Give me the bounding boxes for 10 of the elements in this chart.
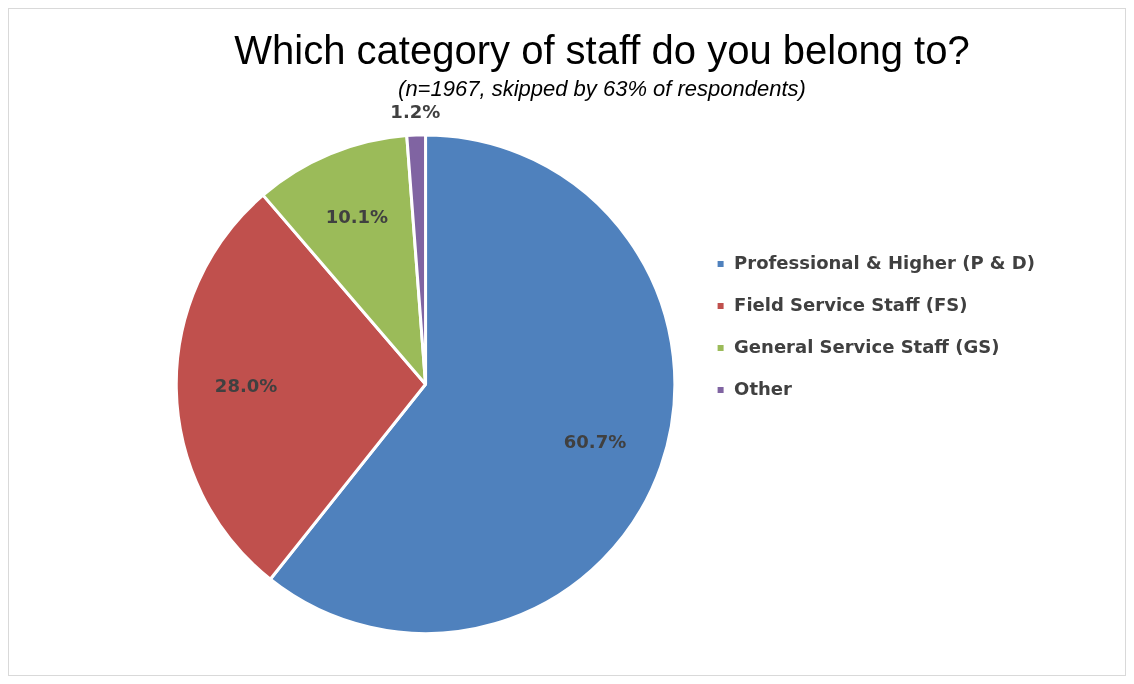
chart-subtitle: (n=1967, skipped by 63% of respondents) xyxy=(398,76,806,102)
legend-label: Field Service Staff (FS) xyxy=(734,293,968,315)
legend-label: General Service Staff (GS) xyxy=(734,335,1000,357)
data-label: 10.1% xyxy=(325,206,389,228)
legend-label: Other xyxy=(734,377,793,399)
legend-label: Professional & Higher (P & D) xyxy=(734,251,1035,273)
data-label: 28.0% xyxy=(214,375,278,397)
data-label: 1.2% xyxy=(390,100,441,122)
data-label: 60.7% xyxy=(563,431,627,453)
chart-title: Which category of staff do you belong to? xyxy=(234,28,970,73)
